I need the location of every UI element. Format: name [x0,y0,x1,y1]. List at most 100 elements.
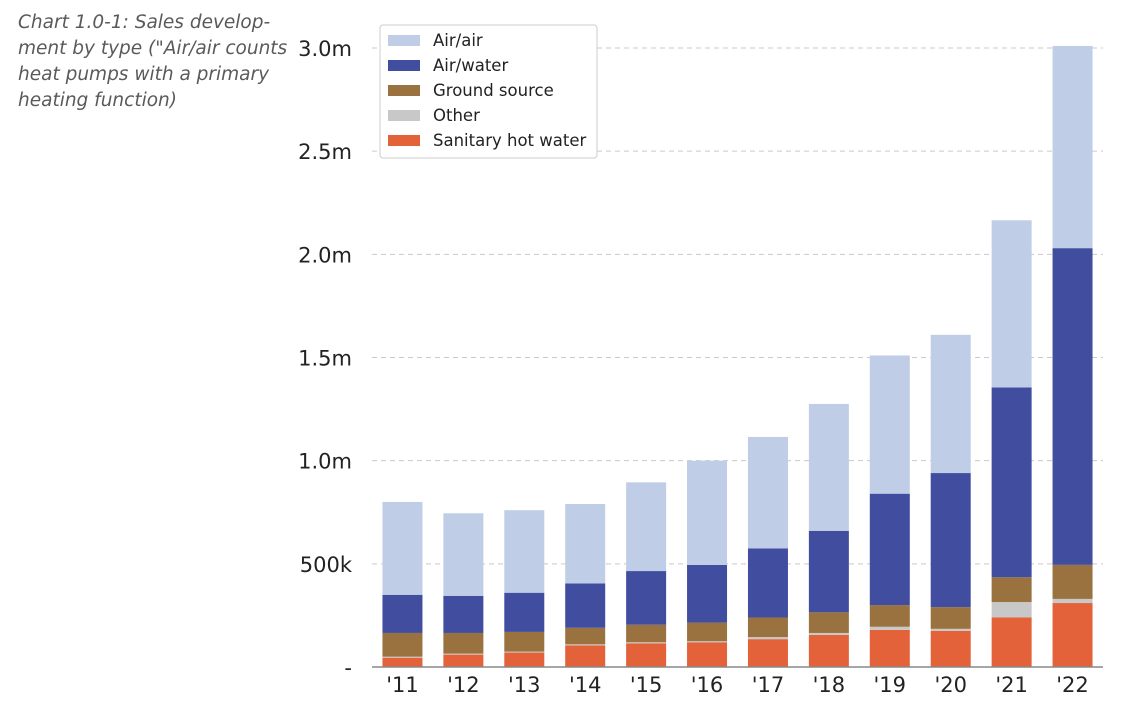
bar-segment [443,653,484,655]
bar-segment [565,644,606,646]
bar-segment [869,626,910,630]
bar-segment [626,643,667,667]
bar-segment [808,403,849,531]
legend-label: Air/water [433,56,508,75]
bar-segment [382,656,423,658]
bar-segment [869,493,910,606]
bar-segment [687,641,728,643]
x-tick-label: '19 [874,673,907,697]
bar-segment [930,628,971,631]
x-tick-label: '17 [752,673,785,697]
chart-caption: Chart 1.0-1: Sales develop- ment by type… [18,10,293,114]
x-tick-label: '22 [1056,673,1089,697]
y-tick-label: 2.0m [298,243,352,267]
bar-segment [443,513,484,596]
y-tick-label: 500k [300,553,353,577]
bar-segment [930,334,971,474]
bars [382,45,1093,667]
bar-segment [930,630,971,667]
y-tick-label: 1.5m [298,347,352,371]
bar-segment [687,622,728,642]
x-tick-label: '15 [630,673,663,697]
bar-segment [504,510,545,593]
bar-segment [1052,564,1093,599]
legend-swatch [388,110,420,121]
y-tick-label: 2.5m [298,140,352,164]
bar-segment [747,436,788,549]
y-tick-label: 1.0m [298,450,352,474]
bar-segment [443,595,484,633]
legend-label: Other [433,106,480,125]
bar-segment [626,571,667,625]
bar-segment [687,564,728,623]
legend-swatch [388,35,420,46]
caption-line: heat pumps with a primary [18,64,270,85]
bar-segment [869,605,910,627]
bar-segment [504,631,545,652]
y-tick-label: - [344,656,352,680]
bar-segment [687,642,728,667]
bar-segment [565,583,606,628]
y-axis-ticks: - 500k 1.0m 1.5m 2.0m 2.5m 3.0m [298,37,353,680]
bar-segment [382,501,423,595]
x-tick-label: '20 [934,673,967,697]
bar-segment [808,530,849,613]
bar-segment [1052,603,1093,667]
bar-segment [930,607,971,629]
x-tick-label: '12 [447,673,480,697]
bar-segment [991,387,1032,578]
x-tick-label: '13 [508,673,541,697]
legend: Air/air Air/water Ground source Other Sanita… [379,24,598,159]
x-tick-label: '16 [691,673,724,697]
legend-frame [379,24,598,159]
bar-segment [626,482,667,572]
bar-segment [565,627,606,645]
caption-line: ment by type ("Air/air counts [18,38,288,59]
bar-segment [991,617,1032,667]
caption-line: Chart 1.0-1: Sales develop- [18,12,271,33]
bar-segment [504,592,545,632]
caption-line: heating function) [18,90,177,111]
bar-segment [443,654,484,667]
legend-label: Air/air [433,31,483,50]
bar-segment [930,473,971,608]
bar-segment [687,460,728,565]
bar-segment [808,612,849,633]
bar-segment [869,355,910,494]
bar-segment [382,632,423,657]
x-axis-ticks: '11 '12 '13 '14 '15 '16 '17 '18 '19 '20 '21 '22 [386,673,1089,697]
bar-segment [382,594,423,633]
bar-segment [1052,45,1093,249]
bar-segment [747,637,788,640]
bar-segment [808,635,849,667]
bar-segment [869,629,910,667]
bar-segment [991,602,1032,618]
x-tick-label: '18 [813,673,846,697]
bar-segment [747,617,788,638]
x-tick-label: '11 [386,673,419,697]
bar-segment [382,657,423,667]
x-tick-label: '14 [569,673,602,697]
bar-segment [565,503,606,584]
bar-segment [991,577,1032,603]
legend-label: Ground source [433,81,554,100]
bar-segment [747,548,788,618]
legend-swatch [388,60,420,71]
legend-label: Sanitary hot water [433,131,586,150]
bar-segment [808,632,849,636]
bar-segment [504,652,545,667]
bar-segment [1052,248,1093,565]
bar-segment [626,642,667,644]
y-tick-label: 3.0m [298,37,352,61]
bar-segment [747,639,788,667]
bar-segment [1052,598,1093,604]
bar-segment [626,624,667,643]
x-tick-label: '21 [995,673,1028,697]
bar-segment [504,651,545,653]
bar-segment [443,632,484,654]
legend-swatch [388,135,420,146]
bar-segment [991,220,1032,388]
legend-swatch [388,85,420,96]
bar-segment [565,645,606,667]
